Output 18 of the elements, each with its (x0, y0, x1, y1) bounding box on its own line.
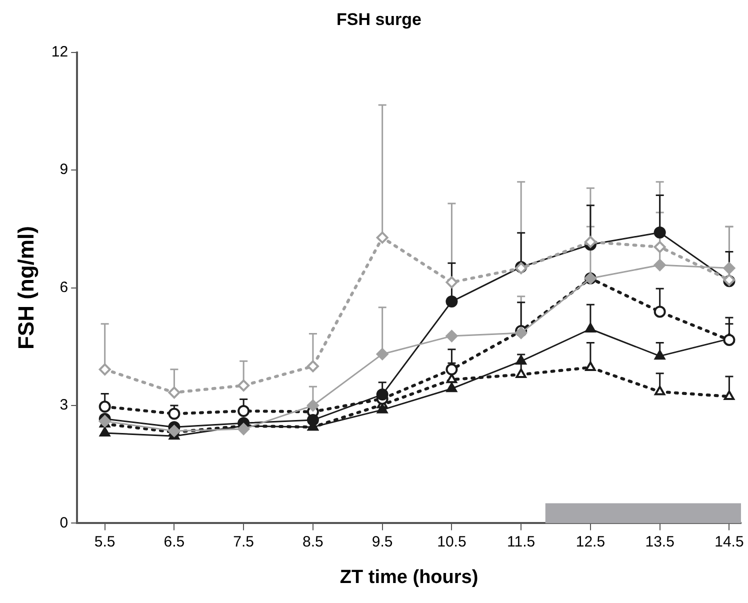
x-tick-label: 6.5 (164, 533, 185, 550)
y-tick-label: 12 (51, 44, 68, 61)
x-tick-label: 5.5 (94, 533, 116, 550)
y-tick-label: 3 (60, 396, 68, 414)
x-tick-label: 10.5 (437, 533, 466, 550)
chart-title: FSH surge (336, 10, 422, 29)
y-axis-title: FSH (ng/ml) (13, 226, 38, 350)
x-tick-label: 11.5 (507, 533, 536, 550)
x-tick-label: 8.5 (302, 533, 324, 550)
y-tick-label: 6 (60, 278, 68, 296)
y-tick-label: 0 (60, 514, 68, 532)
x-tick-label: 14.5 (714, 533, 744, 550)
x-axis-title: ZT time (hours) (340, 566, 478, 588)
x-tick-label: 13.5 (645, 533, 674, 550)
x-tick-label: 7.5 (233, 533, 254, 550)
x-tick-label: 9.5 (372, 533, 393, 550)
y-tick-label: 9 (60, 161, 68, 178)
x-tick-label: 12.5 (576, 533, 606, 550)
